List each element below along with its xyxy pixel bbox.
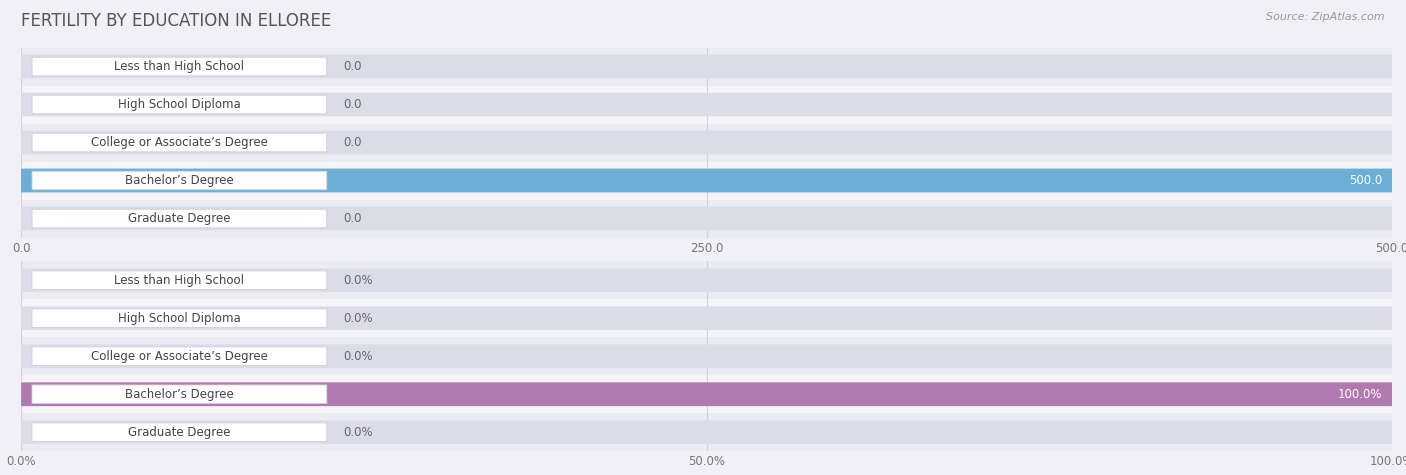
- FancyBboxPatch shape: [21, 169, 1392, 192]
- FancyBboxPatch shape: [32, 423, 326, 442]
- Text: Source: ZipAtlas.com: Source: ZipAtlas.com: [1267, 12, 1385, 22]
- FancyBboxPatch shape: [21, 131, 1392, 154]
- FancyBboxPatch shape: [21, 55, 1392, 78]
- FancyBboxPatch shape: [21, 86, 1392, 124]
- Text: 0.0: 0.0: [343, 60, 361, 73]
- Text: Less than High School: Less than High School: [114, 274, 245, 287]
- FancyBboxPatch shape: [21, 382, 1392, 406]
- FancyBboxPatch shape: [32, 385, 326, 404]
- FancyBboxPatch shape: [21, 207, 1392, 230]
- Text: College or Associate’s Degree: College or Associate’s Degree: [91, 136, 269, 149]
- Text: 0.0%: 0.0%: [343, 274, 373, 287]
- FancyBboxPatch shape: [21, 200, 1392, 238]
- FancyBboxPatch shape: [21, 261, 1392, 299]
- FancyBboxPatch shape: [21, 48, 1392, 86]
- Text: 0.0%: 0.0%: [343, 350, 373, 363]
- Text: 0.0: 0.0: [343, 212, 361, 225]
- FancyBboxPatch shape: [21, 337, 1392, 375]
- FancyBboxPatch shape: [21, 420, 1392, 444]
- FancyBboxPatch shape: [21, 306, 1392, 330]
- Text: High School Diploma: High School Diploma: [118, 98, 240, 111]
- FancyBboxPatch shape: [21, 93, 1392, 116]
- FancyBboxPatch shape: [32, 271, 326, 290]
- Text: 100.0%: 100.0%: [1339, 388, 1382, 401]
- FancyBboxPatch shape: [32, 209, 326, 228]
- FancyBboxPatch shape: [32, 57, 326, 76]
- FancyBboxPatch shape: [32, 347, 326, 366]
- Text: Graduate Degree: Graduate Degree: [128, 426, 231, 439]
- Text: Graduate Degree: Graduate Degree: [128, 212, 231, 225]
- Text: High School Diploma: High School Diploma: [118, 312, 240, 325]
- Text: 500.0: 500.0: [1350, 174, 1382, 187]
- FancyBboxPatch shape: [21, 382, 1392, 406]
- FancyBboxPatch shape: [21, 344, 1392, 368]
- FancyBboxPatch shape: [21, 162, 1392, 199]
- Text: 0.0%: 0.0%: [343, 312, 373, 325]
- FancyBboxPatch shape: [32, 171, 326, 190]
- Text: College or Associate’s Degree: College or Associate’s Degree: [91, 350, 269, 363]
- Text: FERTILITY BY EDUCATION IN ELLOREE: FERTILITY BY EDUCATION IN ELLOREE: [21, 12, 332, 30]
- Text: 0.0%: 0.0%: [343, 426, 373, 439]
- Text: Less than High School: Less than High School: [114, 60, 245, 73]
- FancyBboxPatch shape: [21, 268, 1392, 292]
- FancyBboxPatch shape: [32, 95, 326, 114]
- FancyBboxPatch shape: [21, 169, 1392, 192]
- FancyBboxPatch shape: [21, 124, 1392, 162]
- Text: Bachelor’s Degree: Bachelor’s Degree: [125, 388, 233, 401]
- FancyBboxPatch shape: [21, 299, 1392, 337]
- FancyBboxPatch shape: [21, 413, 1392, 451]
- FancyBboxPatch shape: [32, 133, 326, 152]
- FancyBboxPatch shape: [21, 375, 1392, 413]
- Text: 0.0: 0.0: [343, 136, 361, 149]
- Text: Bachelor’s Degree: Bachelor’s Degree: [125, 174, 233, 187]
- FancyBboxPatch shape: [32, 309, 326, 328]
- Text: 0.0: 0.0: [343, 98, 361, 111]
